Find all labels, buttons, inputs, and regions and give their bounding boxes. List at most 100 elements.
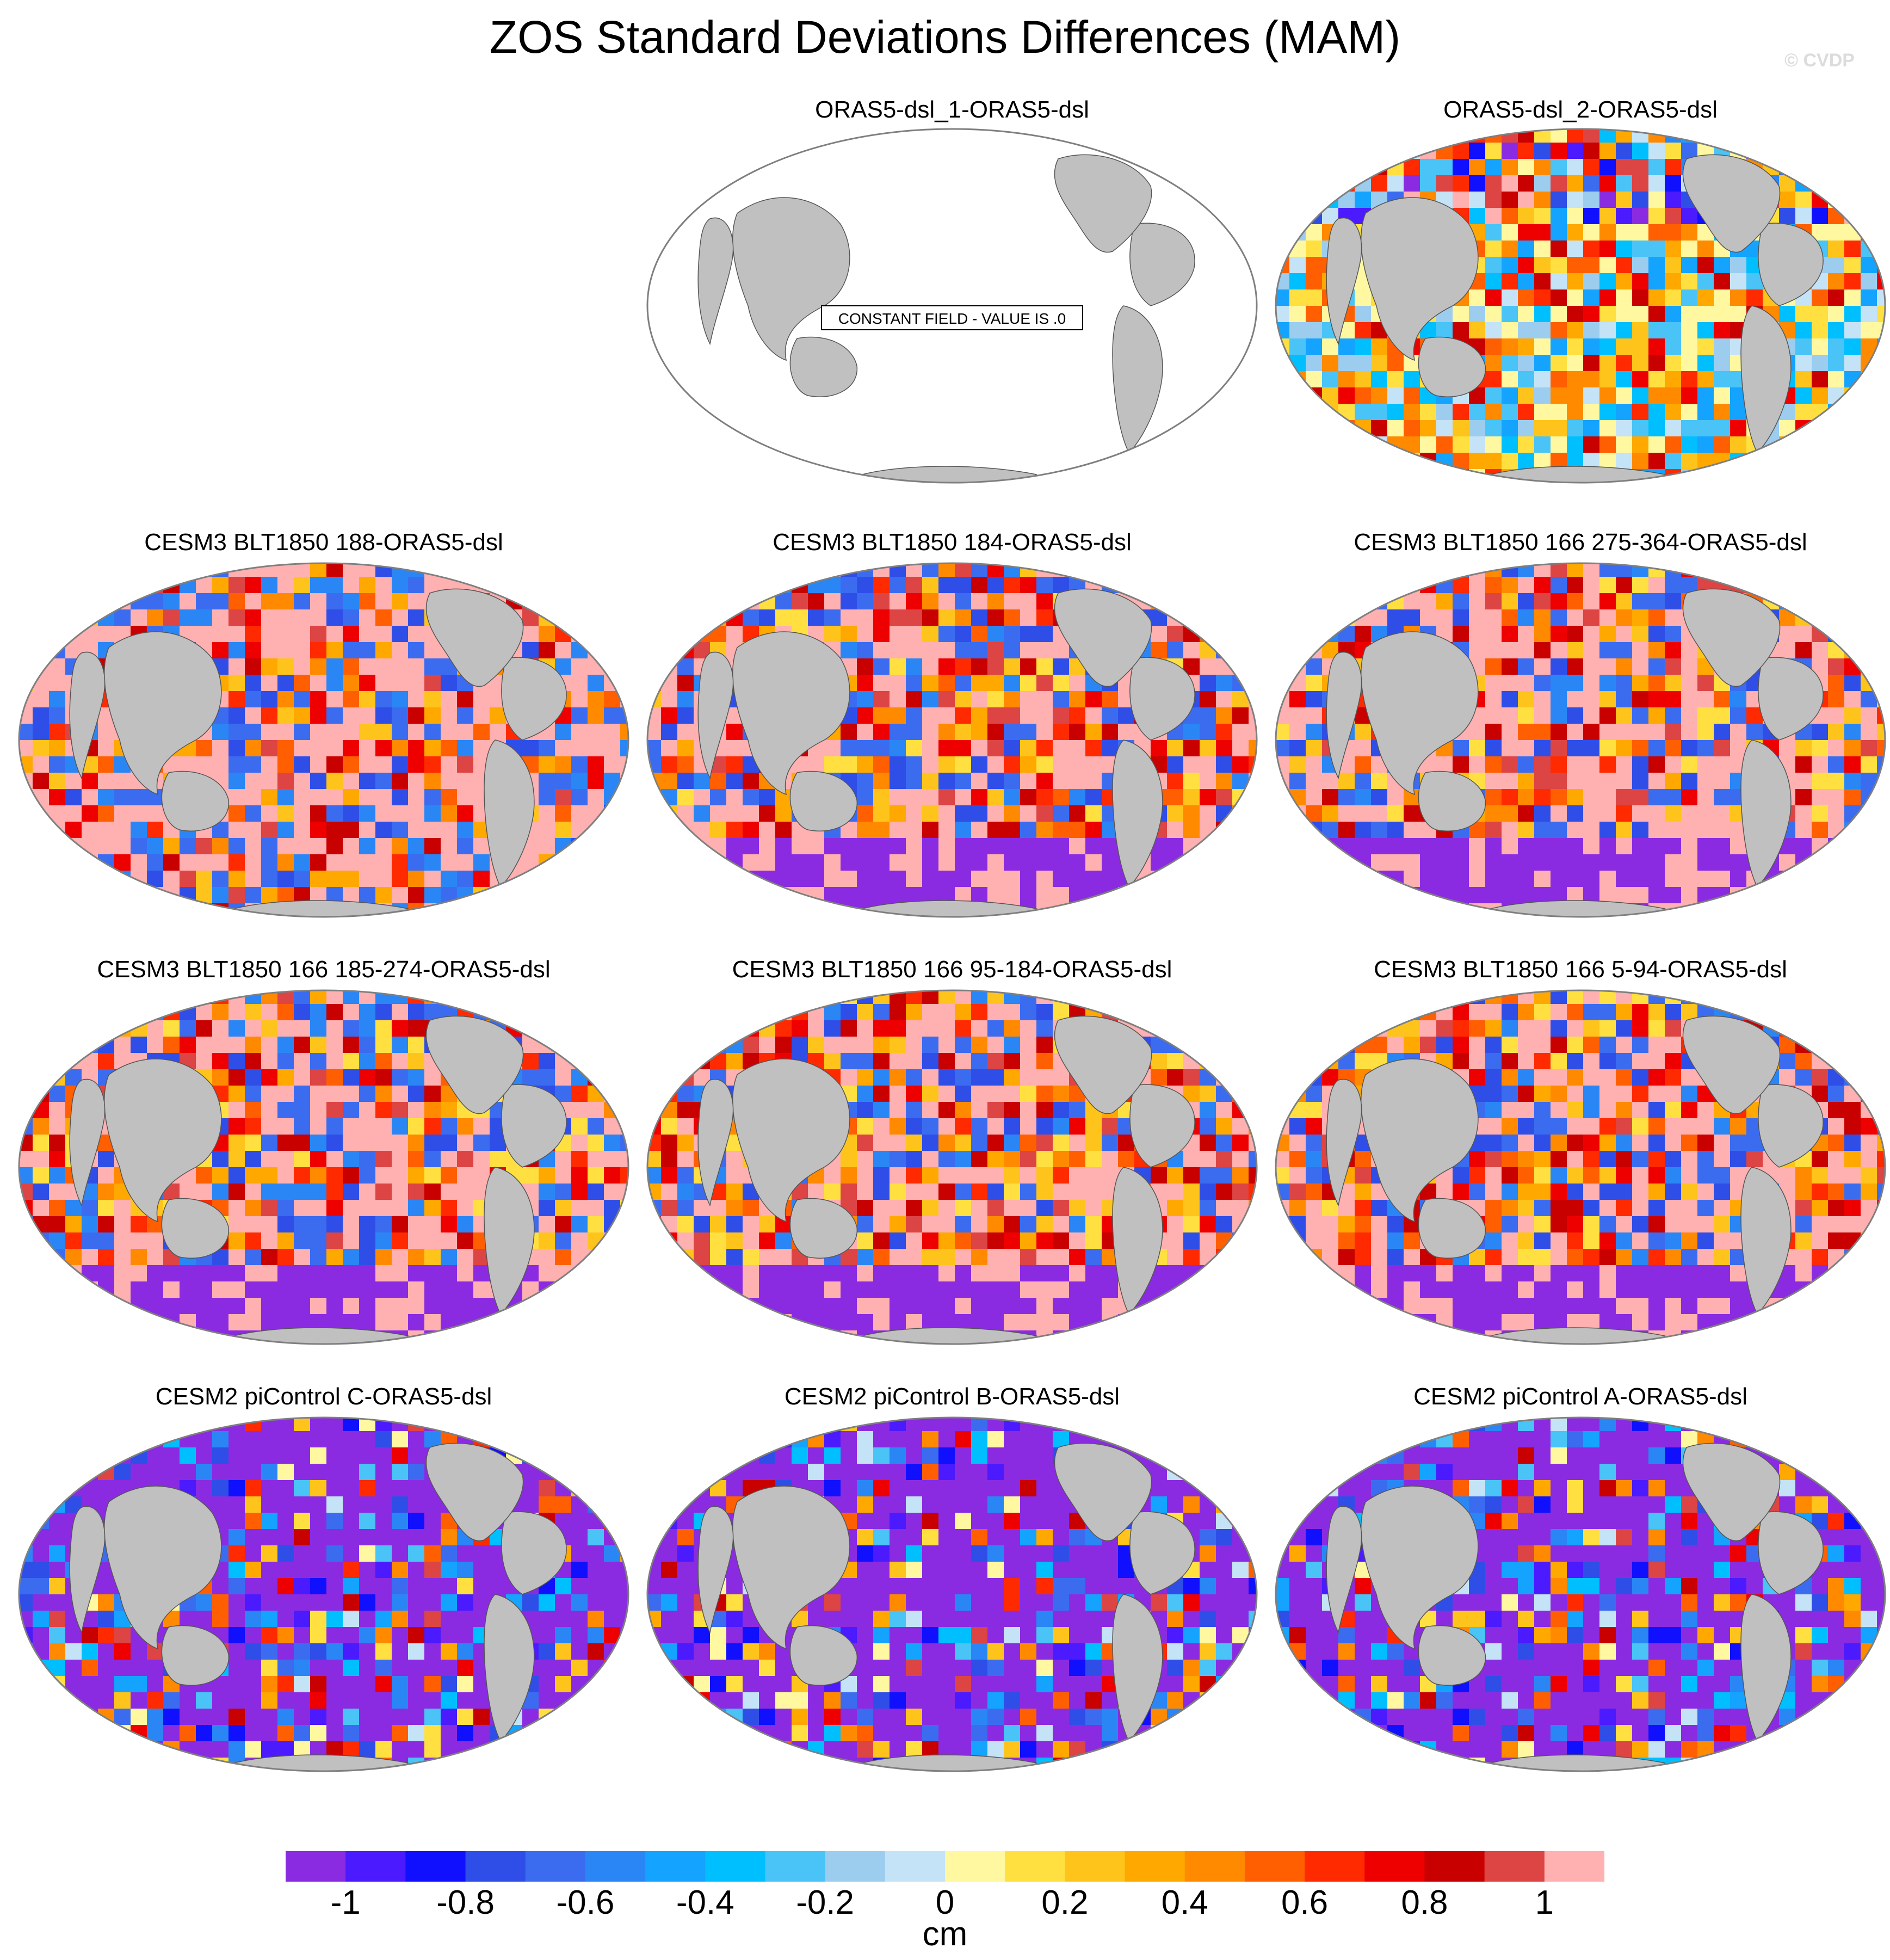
field-cell: [555, 1184, 571, 1200]
field-cell: [647, 658, 661, 675]
field-cell: [1469, 740, 1485, 756]
field-cell: [326, 593, 343, 609]
field-cell: [1276, 175, 1289, 192]
field-cell: [19, 854, 33, 871]
field-cell: [1861, 626, 1877, 642]
field-cell: [1551, 143, 1567, 159]
field-cell: [1518, 387, 1534, 404]
field-cell: [49, 1200, 65, 1216]
field-cell: [775, 822, 792, 838]
field-cell: [1632, 822, 1648, 838]
field-cell: [1616, 691, 1632, 707]
field-cell: [1665, 436, 1681, 453]
field-cell: [490, 577, 506, 593]
field-cell: [1485, 208, 1502, 224]
field-cell: [1306, 453, 1322, 469]
field-cell: [1036, 1200, 1053, 1216]
field-cell: [1216, 756, 1232, 773]
field-cell: [310, 1020, 326, 1037]
field-cell: [294, 1069, 310, 1086]
field-cell: [1004, 1184, 1020, 1200]
field-cell: [1681, 355, 1697, 371]
field-cell: [1151, 1069, 1167, 1086]
field-cell: [261, 593, 277, 609]
field-cell: [1053, 854, 1069, 871]
field-cell: [1085, 707, 1102, 724]
field-cell: [1583, 322, 1599, 338]
land-mass: [161, 1198, 229, 1259]
field-cell: [1004, 658, 1020, 675]
field-cell: [1534, 577, 1551, 593]
field-cell: [457, 1281, 473, 1298]
field-cell: [180, 990, 196, 1004]
field-cell: [1795, 773, 1812, 789]
field-cell: [1583, 773, 1599, 789]
field-cell: [49, 1314, 65, 1330]
field-cell: [694, 805, 710, 822]
field-cell: [1828, 241, 1844, 257]
field-cell: [19, 740, 33, 756]
field-cell: [1216, 675, 1232, 691]
field-cell: [971, 1037, 987, 1053]
field-cell: [392, 887, 408, 903]
field-cell: [1183, 854, 1200, 871]
field-cell: [359, 724, 375, 740]
field-cell: [987, 707, 1004, 724]
field-cell: [759, 609, 775, 626]
field-cell: [539, 1004, 555, 1020]
field-cell: [841, 838, 857, 854]
field-cell: [759, 887, 775, 903]
field-cell: [424, 1200, 441, 1216]
field-cell: [971, 691, 987, 707]
field-cell: [1485, 642, 1502, 658]
field-cell: [955, 740, 971, 756]
field-cell: [1795, 159, 1812, 175]
field-cell: [1534, 273, 1551, 289]
field-cell: [1004, 691, 1020, 707]
field-cell: [1616, 436, 1632, 453]
field-cell: [424, 756, 441, 773]
field-cell: [1338, 773, 1355, 789]
field-cell: [1599, 338, 1616, 355]
field-cell: [555, 773, 571, 789]
field-cell: [19, 805, 33, 822]
field-cell: [1828, 355, 1844, 371]
field-cell: [759, 854, 775, 871]
field-cell: [310, 1281, 326, 1298]
field-cell: [424, 1086, 441, 1102]
field-cell: [1036, 577, 1053, 593]
field-cell: [775, 805, 792, 822]
field-cell: [212, 1167, 228, 1184]
field-cell: [620, 1281, 628, 1298]
field-cell: [228, 1265, 245, 1281]
field-cell: [647, 887, 661, 903]
field-cell: [294, 658, 310, 675]
field-cell: [1053, 789, 1069, 805]
field-cell: [343, 1053, 359, 1069]
field-cell: [359, 609, 375, 626]
field-cell: [906, 707, 922, 724]
field-cell: [906, 1232, 922, 1249]
field-cell: [245, 593, 261, 609]
field-cell: [604, 1314, 620, 1330]
field-cell: [1828, 609, 1844, 626]
field-cell: [1648, 289, 1665, 306]
map-svg: [18, 989, 629, 1345]
field-cell: [726, 626, 743, 642]
field-cell: [114, 789, 131, 805]
field-cell: [1289, 691, 1306, 707]
field-cell: [1069, 1281, 1085, 1298]
field-cell: [1134, 577, 1151, 593]
field-cell: [1069, 1135, 1085, 1151]
field-cell: [326, 724, 343, 740]
field-cell: [294, 789, 310, 805]
field-cell: [1276, 371, 1289, 387]
field-cell: [1583, 724, 1599, 740]
field-cell: [1306, 289, 1322, 306]
field-cell: [1681, 871, 1697, 887]
field-cell: [1518, 822, 1534, 838]
field-cell: [1167, 990, 1183, 1004]
field-cell: [1200, 1281, 1216, 1298]
field-cell: [19, 1330, 33, 1344]
field-cell: [294, 838, 310, 854]
